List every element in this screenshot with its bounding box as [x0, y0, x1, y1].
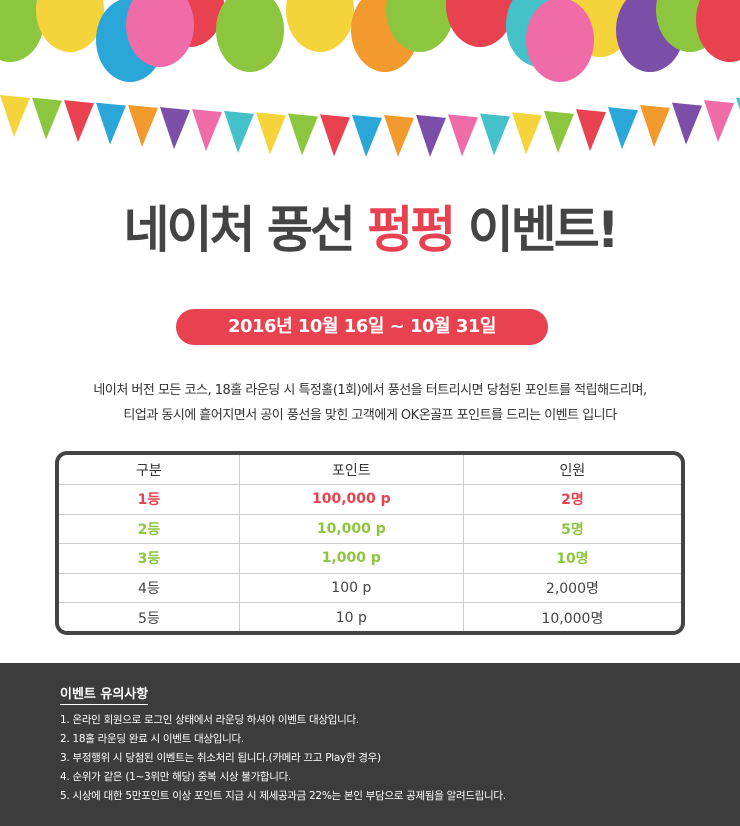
notes-section: 이벤트 유의사항 1. 온라인 회원으로 로그인 상태에서 라운딩 하셔야 이벤… — [0, 663, 740, 826]
pennant-flag-icon — [736, 97, 740, 110]
pennant-flag-icon — [320, 114, 350, 157]
note-item: 1. 온라인 회원으로 로그인 상태에서 라운딩 하셔야 이벤트 대상입니다. — [60, 714, 359, 726]
pennant-flag-icon — [384, 115, 414, 157]
pennant-flag-icon — [704, 100, 734, 143]
note-item: 4. 순위가 같은 (1~3위만 해당) 중복 시상 불가합니다. — [60, 771, 292, 783]
pennant-flag-icon — [640, 105, 670, 147]
description-line: 네이처 버전 모든 코스, 18홀 라운딩 시 특정홀(1회)에서 풍선을 터트… — [93, 383, 647, 398]
note-item: 2. 18홀 라운딩 완료 시 이벤트 대상입니다. — [60, 733, 244, 745]
table-row: 3등 1,000 p 10명 — [59, 543, 681, 574]
event-description: 네이처 버전 모든 코스, 18홀 라운딩 시 특정홀(1회)에서 풍선을 터트… — [0, 378, 740, 428]
balloon-icon — [36, 0, 104, 52]
table-header: 구분 포인트 인원 — [59, 455, 681, 485]
pennant-flag-icon — [128, 105, 158, 147]
balloon-icon — [126, 0, 194, 67]
header-count: 인원 — [463, 455, 681, 485]
pennant-flag-icon — [96, 102, 126, 145]
balloon-banner-illustration — [0, 0, 740, 157]
cell-points: 100,000 p — [238, 484, 464, 515]
pennant-flag-icon — [672, 102, 702, 145]
balloon-icon — [0, 0, 44, 62]
prize-table: 구분 포인트 인원 1등 100,000 p 2명 2등 10,000 p 5명 3등 1,0… — [55, 451, 685, 635]
cell-rank: 5등 — [138, 610, 160, 627]
pennant-flag-icon — [576, 109, 606, 152]
note-item: 5. 시상에 대한 5만포인트 이상 포인트 지급 시 제세공과금 22%는 본… — [60, 790, 506, 802]
cell-points: 1,000 p — [238, 543, 464, 574]
note-item: 3. 부정행위 시 당첨된 이벤트는 취소처리 됩니다.(카메라 끄고 Play… — [60, 752, 381, 764]
pennant-flag-icon — [64, 100, 94, 143]
pennant-flag-icon — [416, 114, 446, 157]
event-period-badge: 2016년 10월 16일 ~ 10월 31일 — [176, 309, 548, 345]
page-title: 네이처 풍선 펑펑 이벤트! — [0, 190, 740, 262]
cell-count: 2,000명 — [463, 573, 681, 603]
balloon-icon — [216, 0, 284, 72]
balloon-icon — [286, 0, 354, 52]
cell-rank: 3등 — [59, 543, 240, 574]
table-row: 4등 100 p 2,000명 — [59, 573, 681, 603]
cell-count: 10명 — [463, 543, 681, 574]
cell-rank: 2등 — [59, 514, 240, 544]
balloon-icon — [446, 0, 514, 47]
balloon-icon — [526, 0, 594, 82]
pennant-flag-icon — [608, 107, 638, 150]
pennant-flag-icon — [448, 114, 478, 157]
pennant-flag-icon — [32, 97, 62, 140]
pennant-flag-icon — [0, 95, 30, 137]
description-line: 티업과 동시에 흩어지면서 공이 풍선을 맞힌 고객에게 OK온골프 포인트를 … — [123, 408, 617, 423]
cell-count: 5명 — [463, 514, 681, 544]
cell-points: 100 p — [238, 573, 464, 603]
balloon-icon — [696, 0, 740, 62]
pennant-flag-icon — [512, 112, 542, 155]
title-text-end: 이벤트! — [453, 201, 620, 259]
pennant-flag-icon — [352, 114, 382, 157]
cell-count: 2명 — [463, 484, 681, 515]
pennant-flag-icon — [544, 110, 574, 153]
pennant-flag-icon — [160, 107, 190, 150]
cell-rank: 4등 — [59, 573, 240, 603]
table-row: 2등 10,000 p 5명 — [59, 514, 681, 544]
pennant-flag-icon — [224, 110, 254, 153]
cell-rank: 1등 — [59, 484, 240, 515]
pennant-flag-icon — [192, 109, 222, 152]
table-row: 5등 10 p 10,000명 — [59, 602, 681, 631]
header-rank: 구분 — [59, 455, 240, 485]
title-text: 네이처 풍선 — [123, 201, 368, 259]
pennant-flag-icon — [480, 113, 510, 156]
pennant-flag-icon — [288, 113, 318, 156]
header-points: 포인트 — [238, 455, 464, 485]
balloon-icon — [386, 0, 454, 52]
notes-title: 이벤트 유의사항 — [60, 683, 149, 705]
cell-points: 10,000 p — [238, 514, 464, 544]
pennant-flag-icon — [256, 112, 286, 155]
title-highlight: 펑펑 — [367, 201, 456, 259]
cell-points: 10 p — [238, 602, 464, 631]
cell-count: 10,000명 — [541, 610, 604, 627]
table-row: 1등 100,000 p 2명 — [59, 484, 681, 515]
